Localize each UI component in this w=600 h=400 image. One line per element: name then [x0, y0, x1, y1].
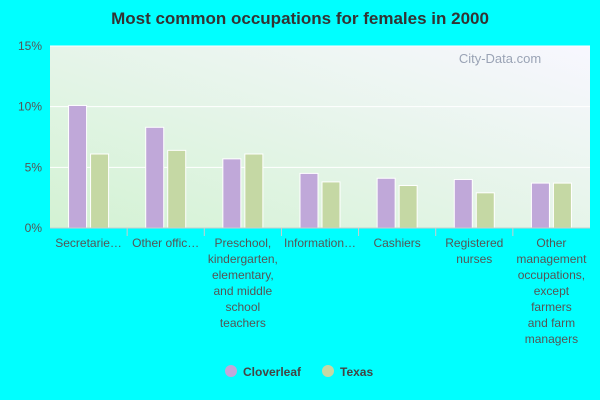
bar-cloverleaf[interactable] [376, 177, 396, 229]
x-tick-label-line: teachers [220, 316, 266, 330]
x-tick-label-line: Information… [284, 236, 356, 250]
x-tick-label-line: occupations, [518, 268, 585, 282]
bar-cloverleaf[interactable] [299, 172, 319, 229]
x-tick-label: Other offic… [132, 236, 199, 250]
x-tick-label-line: managers [525, 332, 578, 346]
y-tick-label: 10% [18, 100, 42, 114]
x-tick-label-line: farmers [531, 300, 572, 314]
x-tick-label: Information… [284, 236, 356, 250]
x-tick-label: Cashiers [373, 236, 420, 250]
bar-cloverleaf[interactable] [530, 182, 550, 229]
x-tick-label-line: management [516, 252, 587, 266]
y-tick-label: 15% [18, 39, 42, 53]
grid-lines [50, 45, 590, 168]
y-tick-label: 0% [25, 221, 43, 235]
legend-label: Cloverleaf [243, 365, 302, 379]
x-tick-label-line: except [534, 284, 570, 298]
category-separators [126, 228, 514, 236]
bar-texas[interactable] [475, 192, 495, 229]
bar-texas[interactable] [552, 182, 572, 229]
x-tick-label-line: elementary, [212, 268, 274, 282]
bar-texas[interactable] [90, 153, 110, 229]
bar-cloverleaf[interactable] [145, 126, 165, 229]
bar-cloverleaf[interactable] [222, 158, 242, 229]
x-tick-label-line: and farm [528, 316, 575, 330]
x-tick-label-line: Other offic… [132, 236, 199, 250]
x-axis-labels: Secretarie… Other offic… Preschool, kinderg… [55, 236, 587, 346]
x-tick-label-line: nurses [456, 252, 492, 266]
x-tick-label-line: and middle [213, 284, 272, 298]
x-tick-label-line: school [226, 300, 261, 314]
legend-label: Texas [340, 365, 373, 379]
x-tick-label-line: Secretarie… [55, 236, 122, 250]
x-tick-label-line: Registered [445, 236, 503, 250]
bar-texas[interactable] [398, 185, 418, 229]
bar-texas[interactable] [321, 181, 341, 229]
watermark: City-Data.com [459, 51, 541, 66]
x-tick-label-line: Preschool, [215, 236, 272, 250]
chart-title: Most common occupations for females in 2… [111, 9, 489, 28]
bar-texas[interactable] [244, 153, 264, 229]
x-tick-label-line: Cashiers [373, 236, 420, 250]
legend: Cloverleaf Texas [225, 365, 373, 379]
x-tick-label: Secretarie… [55, 236, 122, 250]
x-tick-label: Preschool, kindergarten, elementary, and mi… [208, 236, 278, 330]
legend-swatch [225, 365, 237, 377]
x-tick-label-line: kindergarten, [208, 252, 278, 266]
bar-texas[interactable] [167, 149, 187, 229]
x-tick-label-line: Other [536, 236, 566, 250]
plot-area [50, 46, 590, 228]
x-tick-label: Registered nurses [445, 236, 503, 266]
legend-swatch [322, 365, 334, 377]
bars [68, 104, 572, 229]
y-tick-label: 5% [25, 160, 43, 174]
bar-cloverleaf[interactable] [68, 104, 88, 229]
bar-cloverleaf[interactable] [453, 178, 473, 229]
x-tick-label: Other management occupations, except farmers… [516, 236, 587, 346]
y-axis: 0% 5% 10% 15% [18, 39, 42, 235]
